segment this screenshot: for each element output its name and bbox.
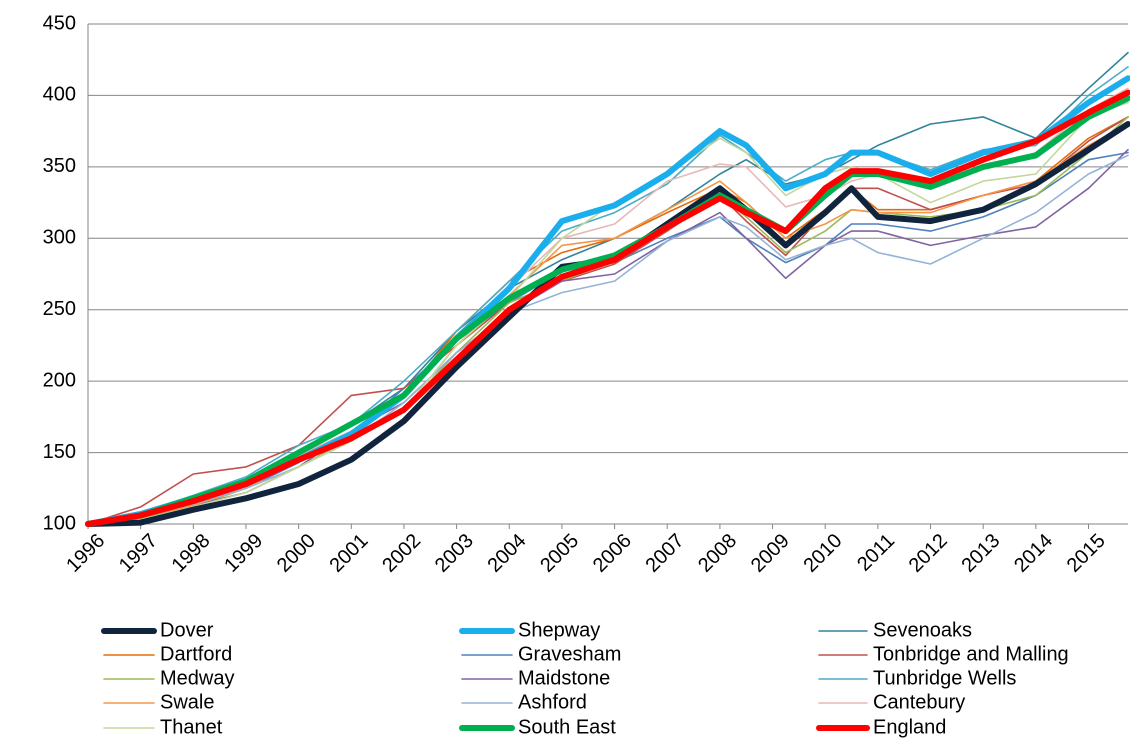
legend-label: England <box>873 716 946 738</box>
series-line <box>87 116 1129 525</box>
x-tick-label: 2010 <box>799 530 846 577</box>
series-line <box>87 151 1129 525</box>
legend-label: Sevenoaks <box>873 619 972 641</box>
x-tick-label: 1996 <box>62 530 109 577</box>
y-tick-label: 350 <box>43 155 76 177</box>
y-tick-label: 100 <box>43 512 76 534</box>
series-line <box>87 123 1129 525</box>
x-tick-label: 2002 <box>378 530 425 577</box>
legend-label: South East <box>518 716 616 738</box>
x-tick-label: 2003 <box>431 530 478 577</box>
legend-label: Ashford <box>518 691 587 713</box>
legend-label: Dartford <box>160 643 232 665</box>
legend-label: Dover <box>160 619 214 641</box>
y-tick-label: 450 <box>43 12 76 34</box>
x-tick-label: 2009 <box>747 530 794 577</box>
series-line <box>85 121 1130 527</box>
legend-label: Medway <box>160 667 234 689</box>
series-line <box>87 116 1129 525</box>
x-tick-label: 2006 <box>589 530 636 577</box>
x-tick-label: 2012 <box>905 530 952 577</box>
x-tick-label: 2001 <box>326 530 373 577</box>
legend-label: Shepway <box>518 619 600 641</box>
x-tick-label: 2007 <box>641 530 688 577</box>
y-tick-label: 250 <box>43 298 76 320</box>
x-tick-label: 2011 <box>853 530 899 576</box>
series-line <box>87 51 1129 525</box>
series-line <box>87 66 1129 525</box>
legend-label: Tonbridge and Malling <box>873 643 1069 665</box>
x-tick-label: 2004 <box>484 530 531 577</box>
legend-label: Tunbridge Wells <box>873 667 1016 689</box>
y-tick-label: 200 <box>43 369 76 391</box>
legend-label: Cantebury <box>873 691 965 713</box>
x-tick-label: 2015 <box>1063 530 1110 577</box>
x-tick-label: 2000 <box>273 530 320 577</box>
series-line <box>87 116 1129 525</box>
x-tick-label: 1999 <box>220 530 267 577</box>
x-tick-label: 2005 <box>536 530 583 577</box>
x-tick-label: 1997 <box>115 530 162 577</box>
x-tick-label: 1998 <box>168 530 215 577</box>
series-line <box>85 89 1130 527</box>
series-line <box>85 75 1130 527</box>
legend-label: Gravesham <box>518 643 621 665</box>
legend-label: Swale <box>160 691 214 713</box>
x-tick-label: 2013 <box>957 530 1004 577</box>
y-tick-label: 400 <box>43 84 76 106</box>
y-tick-label: 150 <box>43 441 76 463</box>
y-tick-label: 300 <box>43 227 76 249</box>
legend-label: Thanet <box>160 716 223 738</box>
x-tick-label: 2014 <box>1010 530 1057 577</box>
series-line <box>87 154 1129 525</box>
x-tick-label: 2008 <box>694 530 741 577</box>
legend-label: Maidstone <box>518 667 610 689</box>
